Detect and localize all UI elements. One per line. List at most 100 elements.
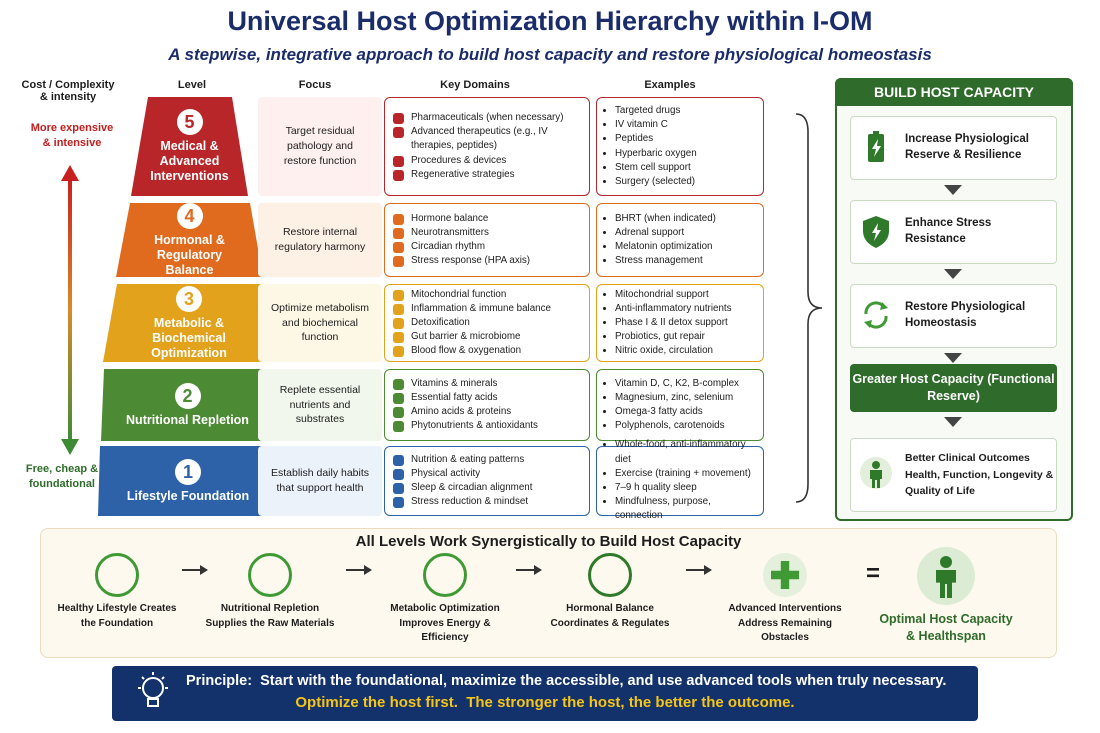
synergy-arrow-head [199,565,208,575]
domain-icon [393,407,404,418]
bracket [795,113,823,503]
domain-text: Hormone balance [411,212,489,224]
axis-bottom-label: Free, cheap & foundational [25,463,99,490]
domain-icon [393,213,404,225]
column-header: Level [177,79,207,91]
example-item: Mindfulness, purpose, connection [615,495,755,523]
domains-box: Nutrition & eating patterns Physical acti… [384,446,590,516]
domain-icon [393,468,404,480]
example-item: Hyperbaric oxygen [615,147,755,161]
examples-box: Vitamin D, C, K2, B-complexMagnesium, zi… [596,369,764,441]
domain-icon [393,169,404,181]
result-icon [917,547,975,605]
synergy-arrow-head [363,565,372,575]
example-item: Melatonin optimization [615,240,755,254]
domain-item: Inflammation & immune balance [393,302,581,316]
example-item: Stress management [615,254,755,268]
domain-text: Vitamins & minerals [411,377,498,389]
step-text: Enhance Stress Resistance [905,217,992,245]
domain-text: Pharmaceuticals (when necessary) [411,111,564,123]
person-head [940,556,952,568]
principle-line: Principle: Start with the foundational, … [186,673,976,689]
domain-icon [393,378,404,390]
domain-icon [393,227,404,239]
level-focus: Target residual pathology and restore fu… [258,97,382,196]
axis-top-label: More expensive & intensive [30,122,114,149]
step-arrow [944,269,962,279]
capacity-title: BUILD HOST CAPACITY [835,78,1073,106]
synergy-icon [763,553,807,597]
domain-text: Physical activity [411,467,481,479]
level-tier: 3 Metabolic & Biochemical Optimization [103,284,275,362]
person-body [936,570,956,598]
synergy-label: Healthy Lifestyle Creates the Foundation [57,603,177,629]
step-arrow [944,185,962,195]
domain-item: Circadian rhythm [393,240,581,254]
example-item: Magnesium, zinc, selenium [615,391,755,405]
synergy-label: Nutritional Repletion Supplies the Raw M… [205,603,335,629]
synergy-panel [40,528,1057,658]
synergy-arrow-head [533,565,542,575]
domain-icon [393,332,404,344]
domain-item: Stress reduction & mindset [393,495,581,509]
examples-list: Targeted drugsIV vitamin CPeptidesHyperb… [605,104,755,189]
domain-icon [393,127,404,139]
synergy-icon [248,553,292,597]
domain-item: Advanced therapeutics (e.g., IV therapie… [393,125,581,153]
synergy-icon [95,553,139,597]
domains-box: Mitochondrial function Inflammation & imm… [384,284,590,362]
example-item: Stem cell support [615,161,755,175]
domain-item: Essential fatty acids [393,391,581,405]
level-tier: 2 Nutritional Repletion [101,369,274,441]
subtitle: A stepwise, integrative approach to buil… [168,45,932,64]
domain-text: Mitochondrial function [411,288,507,300]
domain-icon [393,256,404,268]
examples-box: BHRT (when indicated)Adrenal supportMela… [596,203,764,277]
example-item: Omega-3 fatty acids [615,405,755,419]
domain-item: Detoxification [393,316,581,330]
examples-list: Mitochondrial supportAnti-inflammatory n… [605,288,755,359]
principle-tagline: Optimize the host first. The stronger th… [295,694,795,711]
level-focus: Optimize metabolism and biochemical func… [258,284,382,362]
principle-label: Principle: [186,673,253,689]
level-tier: 5 Medical & Advanced Interventions [131,97,248,196]
step-icon [863,216,889,248]
domain-text: Essential fatty acids [411,391,498,403]
domain-text: Inflammation & immune balance [411,302,551,314]
level-name: Hormonal & Regulatory Balance [154,232,225,277]
domain-item: Stress response (HPA axis) [393,254,581,268]
domain-item: Mitochondrial function [393,288,581,302]
capacity-step: Better Clinical Outcomes Health, Functio… [850,438,1057,512]
domain-icon [393,421,404,433]
domain-icon [393,346,404,358]
domain-item: Hormone balance [393,212,581,226]
capacity-step: Greater Host Capacity (Functional Reserv… [850,364,1057,412]
result-label: Optimal Host Capacity & Healthspan [879,612,1013,643]
domain-item: Neurotransmitters [393,226,581,240]
domain-text: Gut barrier & microbiome [411,331,521,343]
domain-item: Vitamins & minerals [393,377,581,391]
domain-icon [393,317,404,329]
example-item: IV vitamin C [615,118,755,132]
level-name: Lifestyle Foundation [126,488,250,503]
domain-item: Procedures & devices [393,154,581,168]
level-name: Metabolic & Biochemical Optimization [151,315,227,360]
domain-text: Blood flow & oxygenation [411,345,522,357]
synergy-label: Advanced Interventions Address Remaining… [728,603,842,643]
domain-text: Advanced therapeutics (e.g., IV therapie… [411,126,548,152]
level-number: 1 [175,458,201,485]
level-focus: Establish daily habits that support heal… [258,446,382,516]
example-item: Polyphenols, carotenoids [615,419,755,433]
step-text: Increase Physiological Reserve & Resilie… [905,133,1030,161]
example-item: Anti-inflammatory nutrients [615,302,755,316]
domain-text: Circadian rhythm [411,241,486,252]
step-arrow [944,417,962,427]
domain-text: Procedures & devices [411,154,507,166]
example-item: Targeted drugs [615,104,755,118]
examples-list: Vitamin D, C, K2, B-complexMagnesium, zi… [605,377,755,434]
column-header: Key Domains [440,79,510,91]
level-tier: 1 Lifestyle Foundation [98,446,278,516]
example-item: Surgery (selected) [615,175,755,189]
level-name: Medical & Advanced Interventions [150,139,229,183]
